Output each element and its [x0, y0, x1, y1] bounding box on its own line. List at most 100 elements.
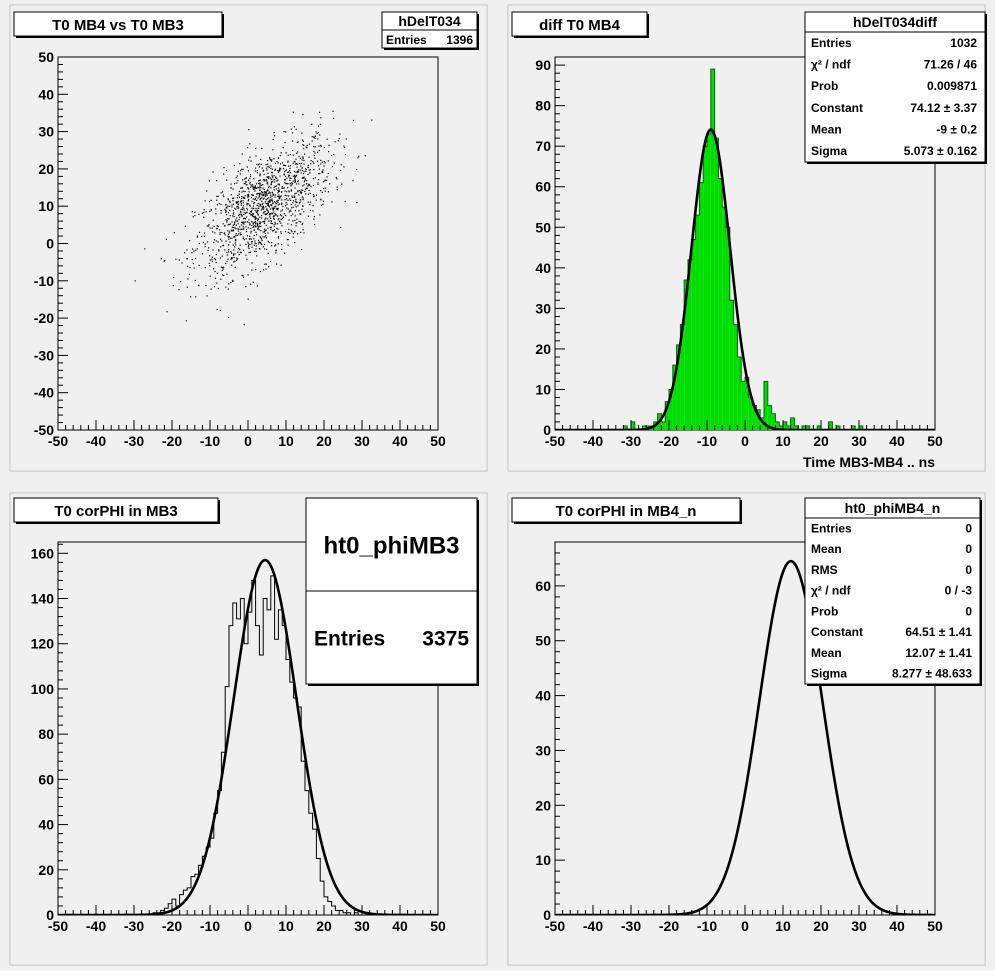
- scatter-point: [260, 193, 262, 195]
- scatter-point: [270, 222, 272, 224]
- scatter-point: [264, 190, 266, 193]
- scatter-point: [247, 170, 249, 172]
- scatter-point: [231, 206, 233, 208]
- scatter-point: [204, 245, 206, 248]
- scatter-point: [225, 203, 227, 206]
- scatter-point: [234, 260, 236, 262]
- scatter-point: [291, 132, 294, 134]
- scatter-point: [193, 267, 195, 269]
- histogram-bar: [691, 239, 696, 430]
- scatter-point: [263, 173, 265, 175]
- scatter-point: [257, 225, 259, 227]
- scatter-point: [284, 179, 286, 181]
- scatter-point: [217, 226, 219, 228]
- scatter-point: [337, 140, 339, 142]
- scatter-point: [267, 227, 269, 229]
- x-tick-label: 0: [741, 918, 749, 934]
- x-tick-label: 50: [430, 433, 446, 449]
- scatter-point: [309, 172, 311, 174]
- scatter-point: [268, 206, 271, 208]
- scatter-point: [333, 117, 335, 119]
- scatter-point: [216, 227, 218, 230]
- scatter-point: [243, 213, 245, 216]
- scatter-point: [320, 159, 322, 161]
- scatter-point: [270, 182, 272, 184]
- scatter-point: [230, 251, 232, 253]
- scatter-point: [250, 184, 252, 186]
- scatter-point: [285, 202, 287, 204]
- x-tick-label: -10: [200, 433, 220, 449]
- scatter-point: [248, 219, 250, 221]
- scatter-point: [230, 281, 232, 284]
- scatter-point: [302, 140, 304, 142]
- x-tick-label: 30: [354, 918, 370, 934]
- chart-title-box: [13, 497, 219, 523]
- scatter-point: [267, 189, 269, 191]
- scatter-point: [230, 194, 232, 196]
- scatter-point: [274, 181, 276, 183]
- scatter-point: [314, 177, 316, 179]
- scatter-point: [278, 183, 280, 185]
- scatter-point: [296, 222, 298, 224]
- scatter-point: [259, 193, 261, 195]
- scatter-point: [266, 193, 268, 195]
- scatter-point: [208, 180, 210, 182]
- scatter-point: [305, 193, 307, 195]
- scatter-point: [191, 211, 193, 213]
- scatter-point: [236, 259, 238, 261]
- histogram-bar: [836, 425, 840, 430]
- scatter-point: [256, 211, 258, 213]
- stats-name: hDelT034: [398, 13, 460, 29]
- scatter-point: [248, 191, 250, 193]
- scatter-point: [308, 189, 310, 192]
- scatter-point: [248, 129, 250, 131]
- scatter-point: [245, 286, 247, 288]
- scatter-point: [234, 253, 236, 255]
- scatter-point: [294, 163, 297, 165]
- scatter-point: [261, 206, 263, 208]
- scatter-point: [192, 248, 194, 250]
- scatter-point: [293, 195, 295, 197]
- scatter-point: [271, 213, 273, 215]
- scatter-point: [287, 208, 289, 210]
- scatter-point: [253, 202, 256, 204]
- scatter-point: [238, 203, 240, 205]
- scatter-point: [285, 170, 287, 172]
- scatter-point: [257, 218, 259, 220]
- scatter-point: [272, 176, 274, 178]
- scatter-point: [320, 198, 322, 200]
- scatter-point: [294, 161, 296, 163]
- scatter-point: [248, 251, 250, 254]
- scatter-point: [227, 288, 229, 290]
- scatter-point: [286, 239, 288, 241]
- scatter-point: [235, 224, 237, 226]
- scatter-point: [250, 283, 252, 285]
- scatter-point: [293, 126, 295, 128]
- scatter-point: [256, 163, 258, 166]
- scatter-point: [259, 248, 261, 250]
- scatter-point: [279, 168, 282, 170]
- scatter-point: [321, 161, 323, 163]
- scatter-point: [186, 249, 188, 251]
- scatter-point: [254, 223, 257, 225]
- scatter-point: [256, 285, 258, 287]
- scatter-point: [289, 232, 291, 234]
- scatter-point: [279, 203, 281, 205]
- chart-title-box: [511, 497, 741, 523]
- chart-title: diff T0 MB4: [539, 17, 620, 34]
- scatter-point: [249, 174, 252, 176]
- scatter-point: [249, 183, 251, 185]
- scatter-point: [247, 187, 249, 189]
- y-tick-label: 50: [535, 219, 551, 235]
- histogram-bar: [756, 409, 761, 430]
- scatter-point: [253, 188, 256, 190]
- scatter-point: [212, 219, 214, 221]
- scatter-point: [298, 169, 300, 171]
- scatter-point: [250, 160, 252, 162]
- scatter-point: [246, 211, 248, 213]
- scatter-point: [208, 247, 210, 249]
- scatter-point: [306, 144, 308, 146]
- histogram-bar: [669, 389, 673, 430]
- scatter-point: [262, 184, 264, 186]
- scatter-point: [244, 221, 247, 223]
